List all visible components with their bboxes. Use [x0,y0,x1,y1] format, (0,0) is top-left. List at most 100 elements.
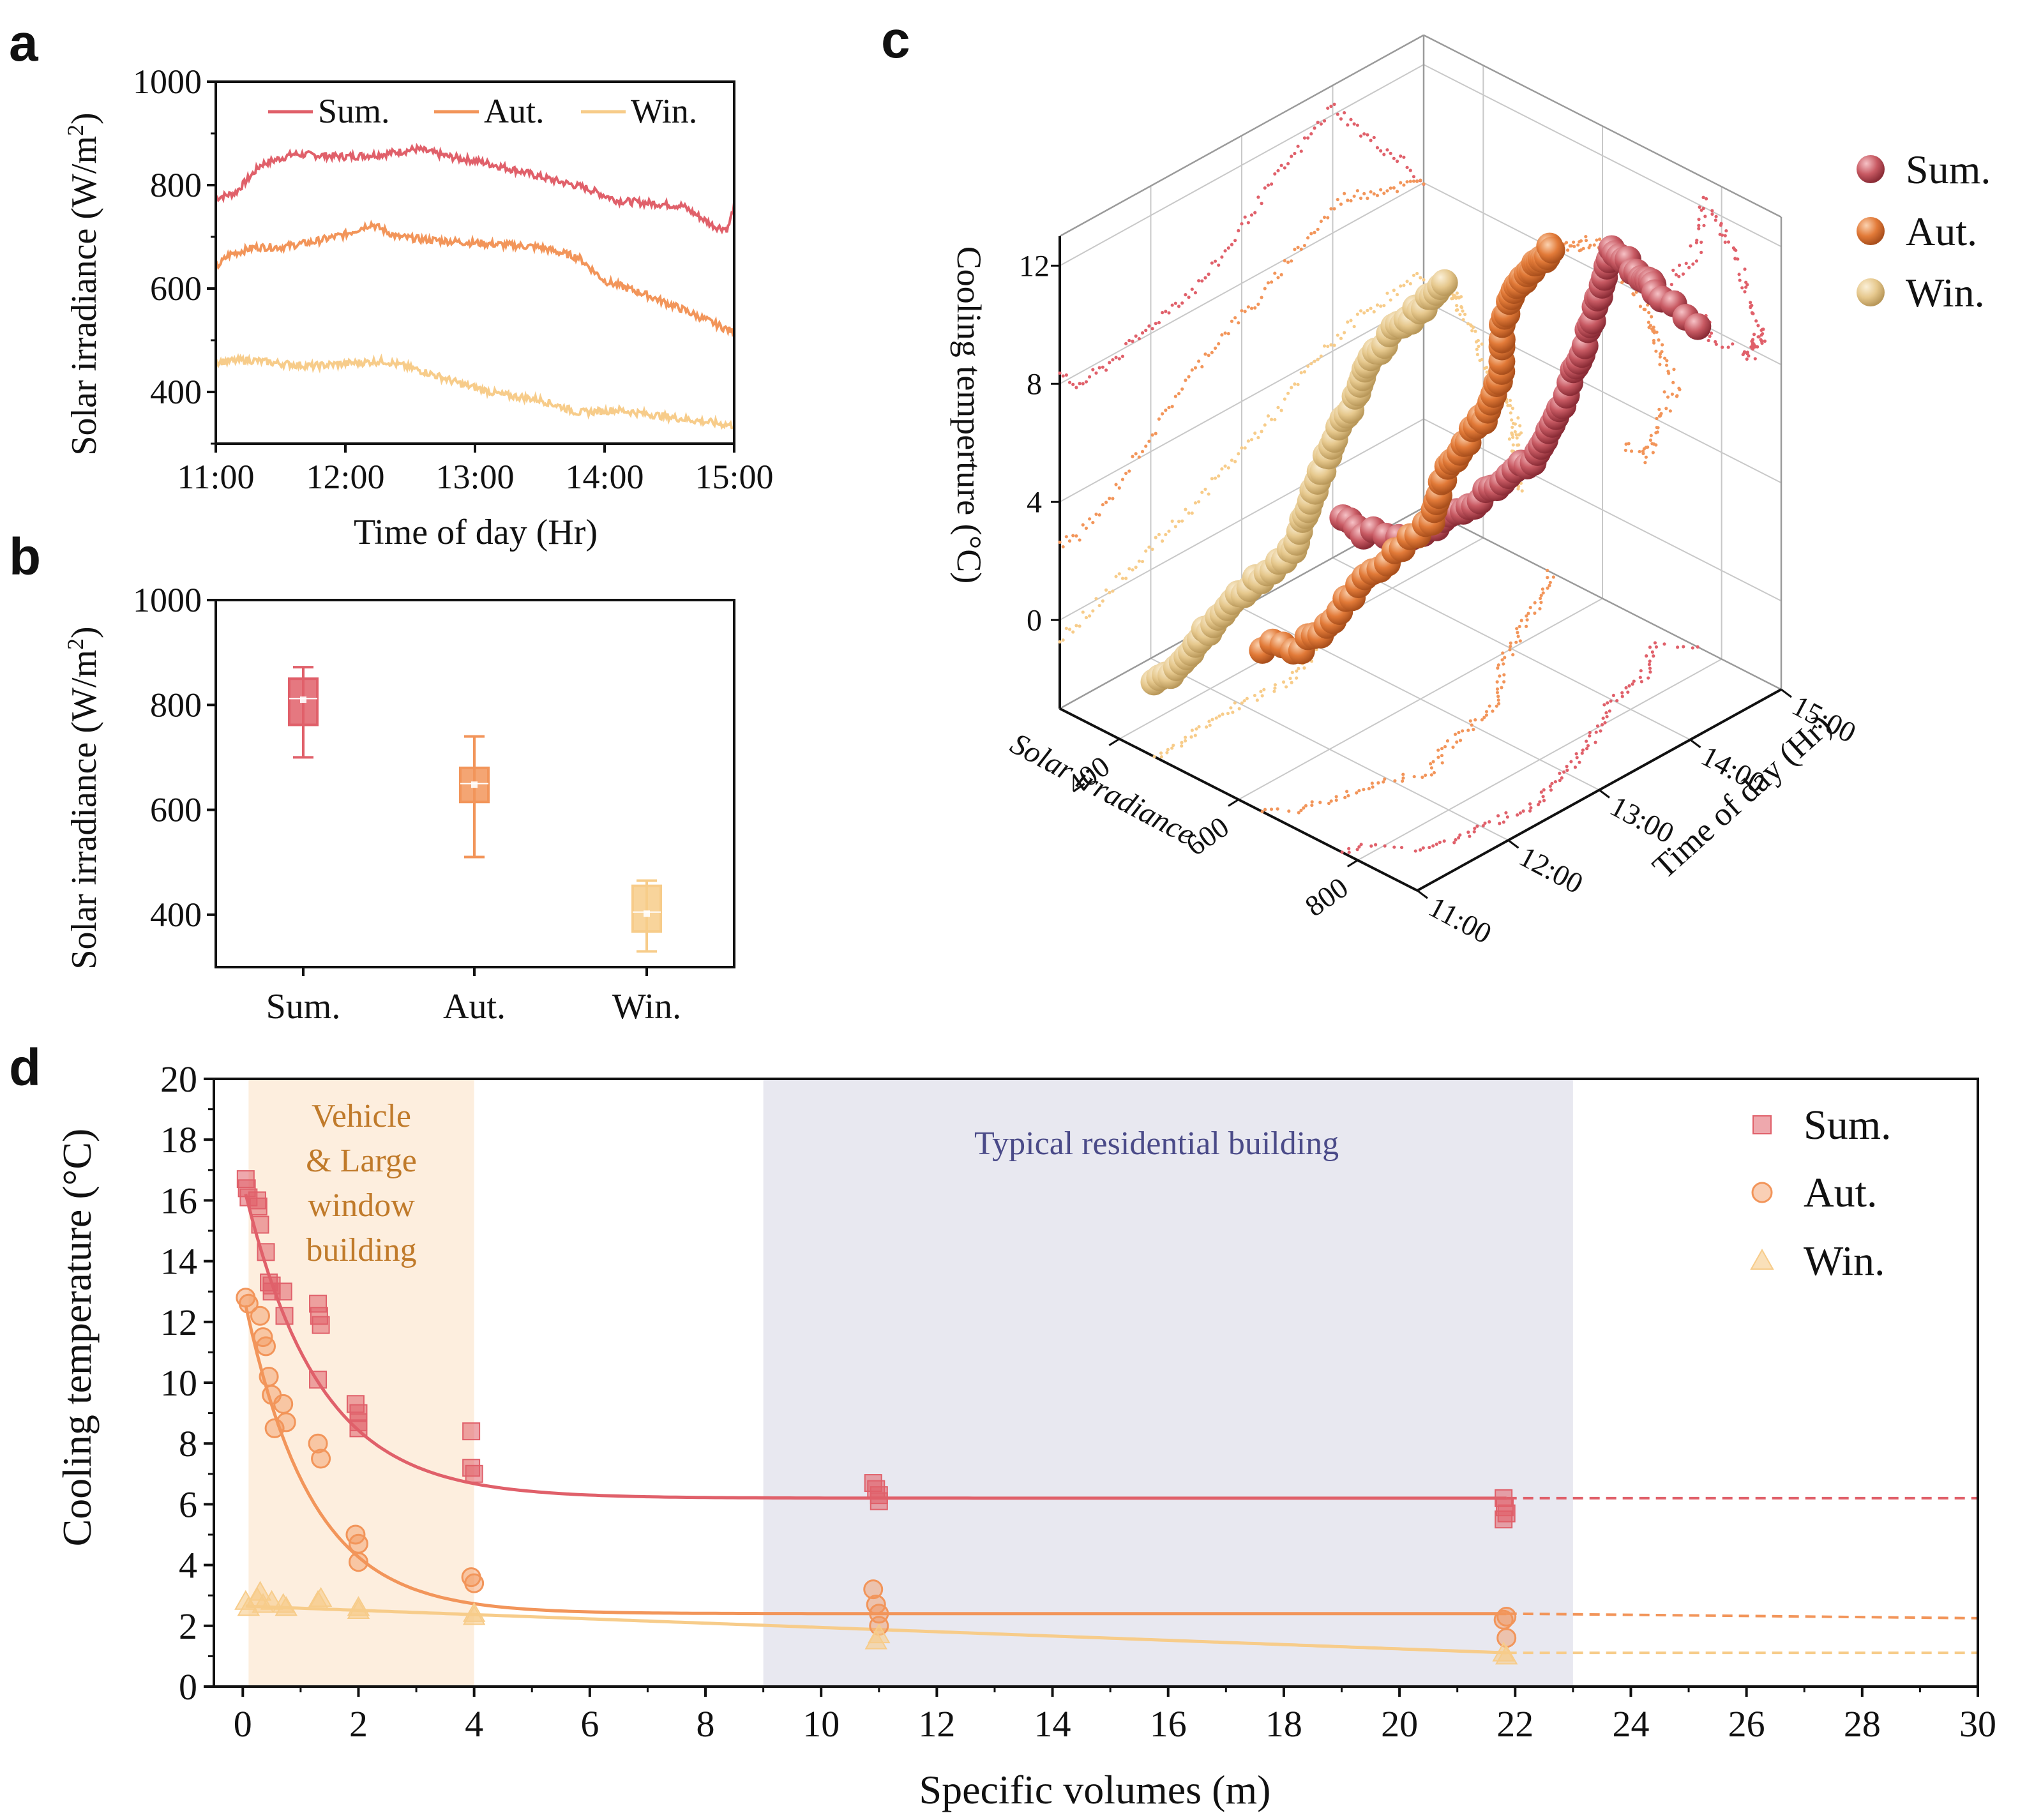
proj-wall2-aut [1177,392,1180,395]
proj-wall2-aut [1068,539,1071,543]
proj-floor-aut [1496,695,1500,698]
proj-floor-sum [1540,790,1543,793]
proj-wall2-sum [1131,340,1134,343]
proj-wall1-sum [1749,301,1752,304]
proj-wall2-sum [1184,293,1187,296]
proj-wall2-sum [1253,211,1256,214]
proj-floor-win [1243,699,1246,702]
proj-floor-aut [1546,576,1549,579]
proj-wall2-sum [1303,137,1306,140]
proj-wall2-win [1376,303,1379,306]
proj-wall1-aut [1566,248,1569,252]
proj-wall2-aut [1194,366,1197,370]
proj-wall1-sum [1761,327,1764,331]
proj-wall2-sum [1161,311,1164,314]
proj-wall2-aut [1373,192,1376,195]
proj-floor-sum [1549,788,1553,792]
proj-floor-sum [1341,850,1344,854]
z-tick-label: 4 [1027,485,1042,519]
proj-floor-sum [1519,811,1522,815]
proj-wall2-win [1171,520,1174,523]
proj-wall2-aut [1244,310,1247,313]
proj-floor-sum [1602,703,1606,706]
proj-wall2-sum [1187,296,1190,299]
proj-wall2-win [1138,559,1141,562]
proj-wall2-aut [1309,232,1313,235]
proj-floor-aut [1302,806,1305,809]
proj-wall2-win [1187,511,1190,515]
proj-wall2-sum [1157,321,1161,324]
proj-wall2-sum [1389,152,1392,155]
proj-wall2-win [1343,331,1346,334]
proj-floor-sum [1620,691,1624,695]
proj-floor-aut [1420,776,1424,779]
proj-wall2-aut [1124,472,1127,475]
proj-floor-sum [1392,845,1396,848]
proj-wall2-sum [1356,124,1359,127]
proj-floor-win [1194,733,1197,737]
proj-wall2-aut [1405,180,1408,183]
proj-wall2-aut [1250,307,1253,310]
proj-floor-sum [1347,847,1350,850]
proj-floor-aut [1429,762,1432,765]
proj-floor-aut [1496,688,1499,691]
proj-floor-win [1302,666,1306,670]
proj-wall2-win [1369,307,1372,310]
proj-wall2-aut [1247,305,1250,308]
proj-wall1-sum [1702,224,1705,227]
point-aut [275,1395,292,1413]
proj-wall2-aut [1223,331,1226,335]
proj-wall1-aut [1569,244,1572,248]
proj-floor-sum [1383,845,1387,848]
proj-wall2-sum [1247,221,1250,224]
proj-wall1-win [1511,436,1514,439]
proj-floor-aut [1502,662,1505,665]
proj-floor-aut [1287,809,1290,813]
proj-floor-sum [1603,721,1606,724]
x-tick-label: 28 [1844,1703,1881,1745]
proj-wall1-sum [1740,286,1744,289]
proj-wall1-win [1453,294,1456,297]
proj-wall1-sum [1743,267,1746,271]
proj-floor-aut [1533,612,1536,615]
x-tick-label: 14 [1034,1703,1071,1745]
x-tick-label: 26 [1728,1703,1765,1745]
proj-floor-aut [1552,575,1555,578]
proj-wall1-sum [1702,196,1705,199]
proj-wall2-win [1422,278,1425,282]
proj-wall1-aut [1627,442,1631,445]
proj-floor-sum [1576,756,1579,759]
proj-wall2-aut [1419,179,1422,182]
proj-wall2-sum [1293,152,1296,155]
proj-floor-aut [1304,804,1307,808]
proj-floor-sum [1562,771,1565,774]
proj-floor-sum [1502,820,1505,824]
proj-floor-sum [1496,814,1500,817]
proj-wall1-sum [1763,340,1767,343]
proj-wall2-sum [1227,246,1230,250]
proj-wall2-win [1062,638,1065,642]
proj-floor-sum [1621,695,1624,698]
proj-wall1-aut [1593,243,1596,246]
proj-floor-aut [1469,719,1472,723]
proj-wall1-sum [1750,304,1753,307]
proj-wall1-win [1458,313,1461,316]
proj-wall2-win [1326,345,1329,348]
proj-floor-aut [1357,789,1360,792]
proj-wall2-sum [1108,361,1111,364]
proj-floor-aut [1454,733,1457,736]
proj-wall1-aut [1669,409,1672,412]
proj-wall2-sum [1256,195,1260,199]
proj-floor-sum [1400,846,1403,849]
proj-floor-aut [1459,739,1462,742]
proj-wall2-aut [1339,202,1343,206]
panel-letter-b: b [9,528,41,586]
proj-wall1-aut [1650,434,1653,437]
proj-wall2-sum [1376,146,1379,149]
proj-wall2-sum [1223,249,1226,252]
ball-aut [1539,237,1565,264]
proj-floor-win [1285,685,1288,688]
proj-wall2-sum [1217,264,1220,267]
proj-floor-win [1273,686,1276,689]
proj-floor-win [1152,755,1156,758]
